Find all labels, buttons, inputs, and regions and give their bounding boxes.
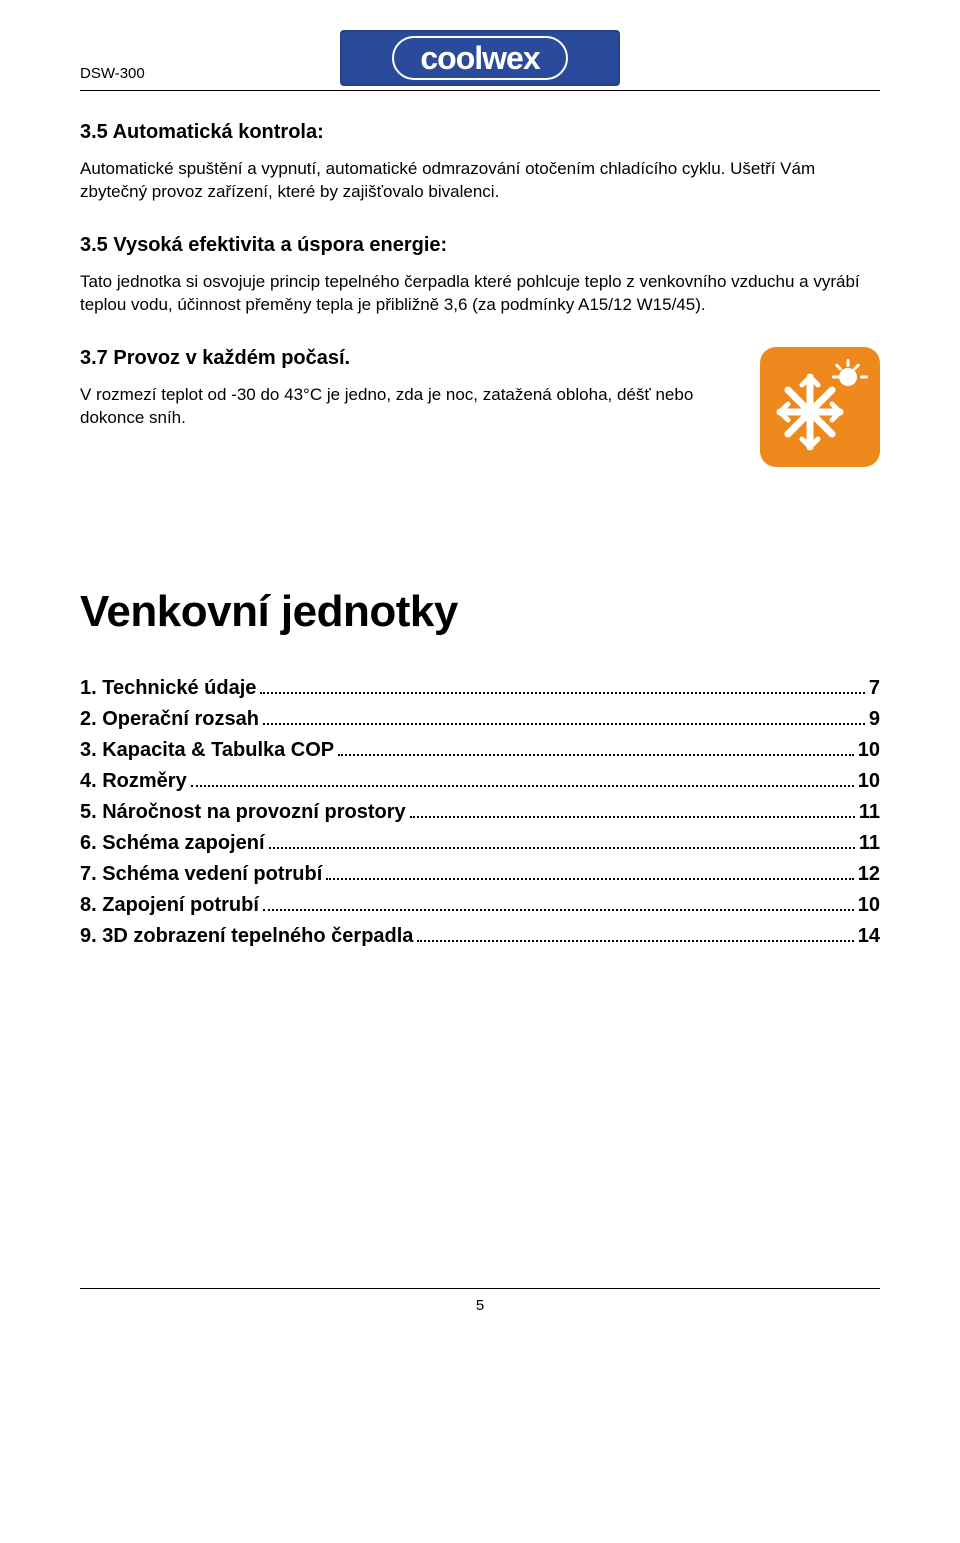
toc-row: 4. Rozměry 10 bbox=[80, 770, 880, 793]
brand-logo-text: coolwex bbox=[392, 36, 567, 80]
toc-dots bbox=[326, 864, 853, 880]
toc-page: 10 bbox=[858, 770, 880, 793]
toc-page: 10 bbox=[858, 739, 880, 762]
toc-dots bbox=[269, 833, 855, 849]
toc-page: 12 bbox=[858, 863, 880, 886]
toc-label: 6. Schéma zapojení bbox=[80, 832, 265, 855]
main-title: Venkovní jednotky bbox=[80, 587, 880, 637]
toc-label: 8. Zapojení potrubí bbox=[80, 894, 259, 917]
toc-page: 9 bbox=[869, 708, 880, 731]
toc-row: 5. Náročnost na provozní prostory 11 bbox=[80, 801, 880, 824]
toc-label: 5. Náročnost na provozní prostory bbox=[80, 801, 406, 824]
section-3-7-row: 3.7 Provoz v každém počasí. V rozmezí te… bbox=[80, 347, 880, 467]
logo-wrap: coolwex bbox=[340, 30, 620, 86]
section-3-7-text-col: 3.7 Provoz v každém počasí. V rozmezí te… bbox=[80, 347, 740, 430]
section-3-5b-heading: 3.5 Vysoká efektivita a úspora energie: bbox=[80, 234, 880, 257]
toc-row: 2. Operační rozsah 9 bbox=[80, 708, 880, 731]
section-3-7-body: V rozmezí teplot od -30 do 43°C je jedno… bbox=[80, 384, 740, 430]
toc-dots bbox=[338, 740, 854, 756]
footer-rule bbox=[80, 1288, 880, 1289]
toc-label: 2. Operační rozsah bbox=[80, 708, 259, 731]
toc-dots bbox=[410, 802, 855, 818]
toc-row: 6. Schéma zapojení 11 bbox=[80, 832, 880, 855]
toc-label: 7. Schéma vedení potrubí bbox=[80, 863, 322, 886]
toc-page: 14 bbox=[858, 925, 880, 948]
page-container: DSW-300 coolwex 3.5 Automatická kontrola… bbox=[0, 0, 960, 1354]
toc-dots bbox=[260, 678, 865, 694]
section-3-5-body: Automatické spuštění a vypnutí, automati… bbox=[80, 158, 880, 204]
toc-label: 3. Kapacita & Tabulka COP bbox=[80, 739, 334, 762]
toc-page: 10 bbox=[858, 894, 880, 917]
toc-dots bbox=[191, 771, 854, 787]
toc-row: 3. Kapacita & Tabulka COP 10 bbox=[80, 739, 880, 762]
section-3-7-heading: 3.7 Provoz v každém počasí. bbox=[80, 347, 740, 370]
header-row: DSW-300 coolwex bbox=[80, 30, 880, 86]
toc-dots bbox=[417, 926, 853, 942]
toc-label: 9. 3D zobrazení tepelného čerpadla bbox=[80, 925, 413, 948]
header-rule bbox=[80, 90, 880, 91]
toc-row: 7. Schéma vedení potrubí 12 bbox=[80, 863, 880, 886]
toc-label: 4. Rozměry bbox=[80, 770, 187, 793]
toc: 1. Technické údaje 7 2. Operační rozsah … bbox=[80, 677, 880, 948]
toc-page: 11 bbox=[859, 801, 880, 824]
toc-label: 1. Technické údaje bbox=[80, 677, 256, 700]
toc-page: 11 bbox=[859, 832, 880, 855]
brand-logo: coolwex bbox=[340, 30, 620, 86]
page-number: 5 bbox=[80, 1297, 880, 1314]
doc-id: DSW-300 bbox=[80, 65, 145, 82]
weather-icon bbox=[760, 347, 880, 467]
toc-dots bbox=[263, 709, 865, 725]
section-3-5b-body: Tato jednotka si osvojuje princip tepeln… bbox=[80, 271, 880, 317]
section-3-5-heading: 3.5 Automatická kontrola: bbox=[80, 121, 880, 144]
toc-dots bbox=[263, 895, 854, 911]
snowflake-sun-icon bbox=[770, 357, 870, 457]
toc-row: 8. Zapojení potrubí 10 bbox=[80, 894, 880, 917]
toc-row: 1. Technické údaje 7 bbox=[80, 677, 880, 700]
toc-page: 7 bbox=[869, 677, 880, 700]
toc-row: 9. 3D zobrazení tepelného čerpadla 14 bbox=[80, 925, 880, 948]
